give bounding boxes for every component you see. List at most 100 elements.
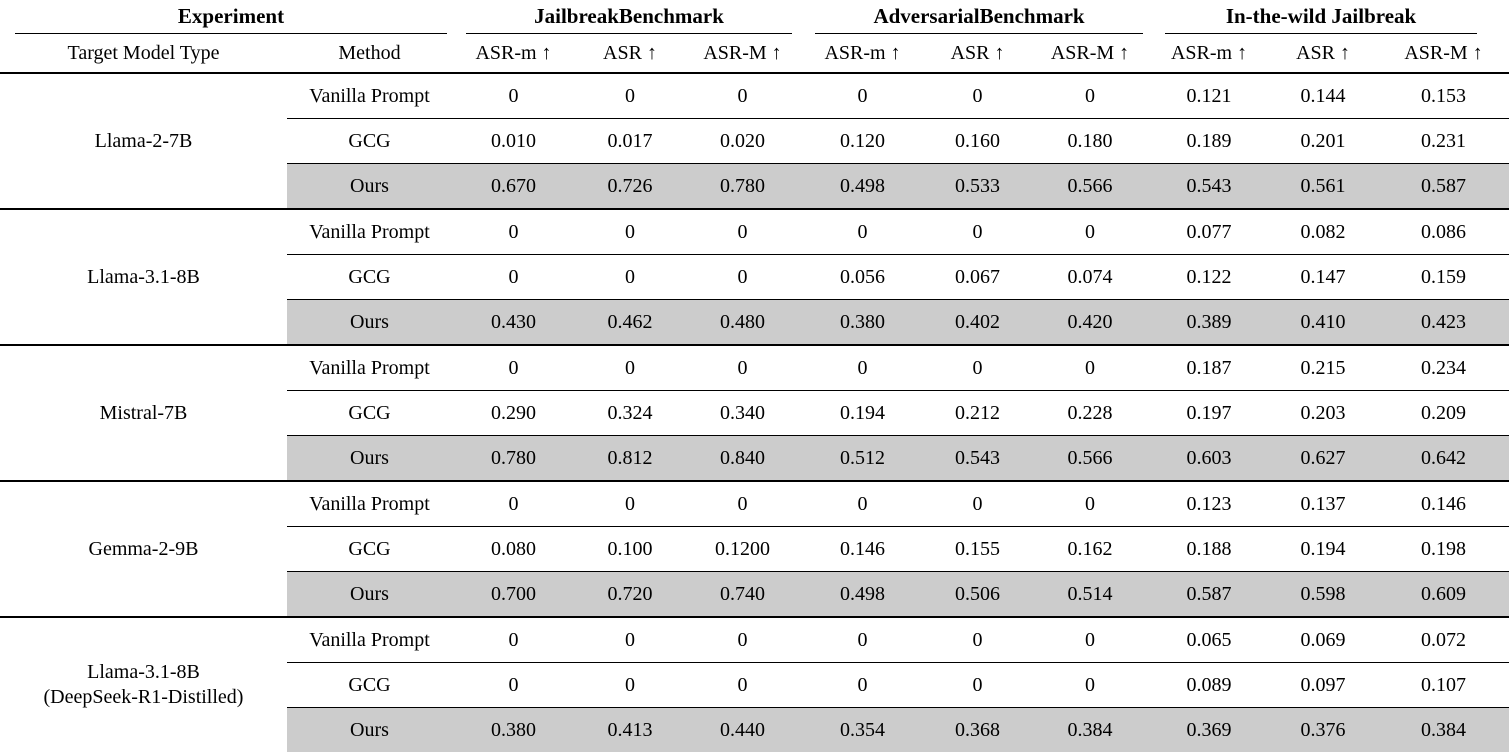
value-cell: 0.780 <box>685 163 801 209</box>
table-row: Mistral-7B Vanilla Prompt 0 0 0 0 0 0 0.187 0.215… <box>0 345 1509 481</box>
group-header-label: JailbreakBenchmark <box>466 4 793 34</box>
value-cell: 0 <box>685 481 801 527</box>
table-row: Ours 0.670 0.726 0.780 0.498 0.533 0.566 0.543 0… <box>0 163 1509 209</box>
value-cell: 0.160 <box>925 118 1031 164</box>
value-cell: 0.498 <box>800 571 926 617</box>
column-header-asr-m-min: ASR-m ↑ <box>824 41 901 64</box>
value-cell: 0.587 <box>1378 163 1509 209</box>
value-cell: 0 <box>800 481 926 527</box>
value-cell: 0.122 <box>1150 254 1269 300</box>
value-cell: 0.077 <box>1150 209 1269 255</box>
value-cell: 0.147 <box>1268 254 1379 300</box>
value-cell: 0 <box>800 209 926 255</box>
value-cell: 0.506 <box>925 571 1031 617</box>
value-cell: 0.627 <box>1268 435 1379 481</box>
value-cell: 0.566 <box>1030 163 1151 209</box>
value-cell: 0 <box>452 617 575 663</box>
value-cell: 0 <box>575 73 685 119</box>
value-cell: 0 <box>925 209 1031 255</box>
value-cell: 0.120 <box>800 118 926 164</box>
value-cell: 0.209 <box>1378 390 1509 436</box>
method-cell: Vanilla Prompt <box>287 209 452 255</box>
value-cell: 0 <box>925 345 1031 391</box>
column-header-asr-m-min: ASR-m ↑ <box>1170 41 1248 64</box>
value-cell: 0 <box>800 662 926 708</box>
value-cell: 0.123 <box>1150 481 1269 527</box>
value-cell: 0.017 <box>575 118 685 164</box>
model-name-cell: Llama-2-7B <box>0 73 287 209</box>
value-cell: 0 <box>575 617 685 663</box>
model-name-cell: Gemma-2-9B <box>0 481 287 617</box>
value-cell: 0 <box>452 481 575 527</box>
table-row: Llama-3.1-8B (DeepSeek-R1-Distilled) Vanil… <box>0 617 1509 752</box>
value-cell: 0.440 <box>685 707 801 752</box>
table-row: GCG 0.010 0.017 0.020 0.120 0.160 0.180 0.189 0.… <box>0 118 1509 164</box>
group-header-in-the-wild-jailbreak: In-the-wild Jailbreak <box>1150 0 1509 34</box>
value-cell: 0 <box>452 73 575 119</box>
value-cell: 0 <box>575 345 685 391</box>
value-cell: 0 <box>685 345 801 391</box>
value-cell: 0 <box>1030 209 1151 255</box>
value-cell: 0 <box>800 617 926 663</box>
value-cell: 0 <box>925 481 1031 527</box>
value-cell: 0.533 <box>925 163 1031 209</box>
value-cell: 0.159 <box>1378 254 1509 300</box>
value-cell: 0.420 <box>1030 299 1151 345</box>
method-cell: Vanilla Prompt <box>287 345 452 391</box>
value-cell: 0.121 <box>1150 73 1269 119</box>
value-cell: 0.561 <box>1268 163 1379 209</box>
method-cell: GCG <box>287 390 452 436</box>
column-header-asr-M-max: ASR-M ↑ <box>1050 41 1130 64</box>
group-header-row: Experiment JailbreakBenchmark Adversaria… <box>0 0 1509 34</box>
value-cell: 0.010 <box>452 118 575 164</box>
value-cell: 0.812 <box>575 435 685 481</box>
value-cell: 0 <box>1030 617 1151 663</box>
value-cell: 0.670 <box>452 163 575 209</box>
value-cell: 0.720 <box>575 571 685 617</box>
value-cell: 0.726 <box>575 163 685 209</box>
value-cell: 0.180 <box>1030 118 1151 164</box>
method-cell: Ours <box>287 707 452 752</box>
model-name-line: Llama-3.1-8B <box>87 265 200 288</box>
value-cell: 0.480 <box>685 299 801 345</box>
method-cell: Ours <box>287 571 452 617</box>
value-cell: 0.086 <box>1378 209 1509 255</box>
table-row: Llama-3.1-8B Vanilla Prompt 0 0 0 0 0 0 0.077 0.0… <box>0 209 1509 345</box>
value-cell: 0 <box>575 481 685 527</box>
value-cell: 0.543 <box>1150 163 1269 209</box>
value-cell: 0.543 <box>925 435 1031 481</box>
value-cell: 0 <box>925 73 1031 119</box>
value-cell: 0.144 <box>1268 73 1379 119</box>
value-cell: 0 <box>685 254 801 300</box>
value-cell: 0 <box>925 662 1031 708</box>
value-cell: 0.107 <box>1378 662 1509 708</box>
group-header-label: In-the-wild Jailbreak <box>1165 4 1478 34</box>
value-cell: 0.780 <box>452 435 575 481</box>
value-cell: 0.430 <box>452 299 575 345</box>
value-cell: 0.187 <box>1150 345 1269 391</box>
method-cell: Ours <box>287 163 452 209</box>
table-header: Experiment JailbreakBenchmark Adversaria… <box>0 0 1509 73</box>
value-cell: 0 <box>925 617 1031 663</box>
value-cell: 0.146 <box>1378 481 1509 527</box>
value-cell: 0.410 <box>1268 299 1379 345</box>
value-cell: 0.067 <box>925 254 1031 300</box>
value-cell: 0.234 <box>1378 345 1509 391</box>
value-cell: 0.587 <box>1150 571 1269 617</box>
value-cell: 0.189 <box>1150 118 1269 164</box>
value-cell: 0.100 <box>575 526 685 572</box>
value-cell: 0.413 <box>575 707 685 752</box>
model-name-line: Mistral-7B <box>99 401 188 424</box>
column-header-asr: ASR ↑ <box>1296 41 1350 64</box>
group-header-label: Experiment <box>15 4 447 34</box>
value-cell: 0.137 <box>1268 481 1379 527</box>
value-cell: 0 <box>575 254 685 300</box>
value-cell: 0.603 <box>1150 435 1269 481</box>
model-block: Gemma-2-9B Vanilla Prompt 0 0 0 0 0 0 0.123 0.137… <box>0 481 1509 617</box>
value-cell: 0.642 <box>1378 435 1509 481</box>
value-cell: 0.423 <box>1378 299 1509 345</box>
column-header-target-model-type: Target Model Type <box>67 41 220 64</box>
value-cell: 0.609 <box>1378 571 1509 617</box>
column-header-asr-M-max: ASR-M ↑ <box>703 41 782 64</box>
